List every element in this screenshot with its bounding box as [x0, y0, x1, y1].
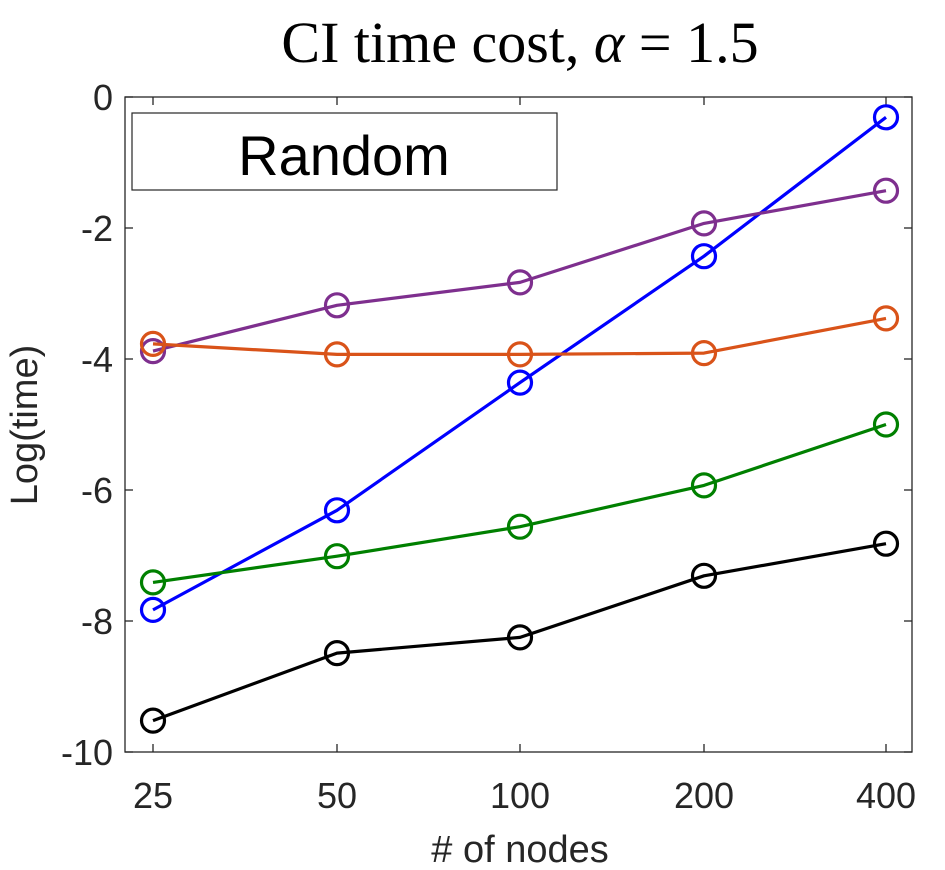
data-point-blue [323, 497, 351, 524]
chart-title-text: CI time cost, [281, 10, 594, 75]
data-point-orange [323, 341, 351, 368]
x-tick-label: 50 [317, 775, 357, 816]
x-axis-label: # of nodes [431, 829, 608, 870]
x-tick-label: 200 [674, 775, 734, 816]
data-point-black [506, 624, 534, 651]
data-point-orange [872, 305, 900, 332]
x-tick-label: 400 [856, 775, 916, 816]
data-point-black [323, 639, 351, 667]
data-point-green [690, 472, 718, 499]
data-point-purple [323, 292, 351, 319]
chart-title-symbol: α [594, 10, 626, 75]
data-point-green [323, 543, 351, 570]
series-line-green [152, 422, 887, 584]
x-tick-label: 100 [490, 775, 550, 816]
x-tick-label: 25 [133, 775, 173, 816]
chart-title-suffix: = 1.5 [624, 10, 758, 75]
legend: Random [131, 112, 558, 191]
y-tick-label: 0 [93, 77, 113, 118]
data-point-purple [139, 338, 167, 365]
data-point-purple [872, 177, 900, 204]
data-point-black [139, 707, 167, 734]
data-point-black [872, 530, 900, 557]
data-point-orange [139, 330, 167, 357]
data-point-purple [690, 210, 718, 237]
y-tick-label: -2 [81, 208, 113, 249]
data-point-blue [139, 596, 167, 624]
data-point-blue [872, 104, 900, 131]
data-point-blue [506, 369, 534, 396]
axes-box [124, 96, 913, 753]
series-line-purple [152, 189, 887, 353]
legend-label: Random [238, 124, 450, 187]
data-point-orange [506, 341, 534, 368]
data-point-blue [690, 243, 718, 270]
data-point-green [506, 513, 534, 540]
data-point-purple [506, 269, 534, 296]
y-axis-label: Log(time) [4, 345, 46, 506]
data-point-green [872, 411, 900, 438]
chart-title: CI time cost, α = 1.5 [281, 10, 758, 75]
legend-box [131, 112, 558, 191]
data-point-green [139, 569, 167, 596]
series-line-blue [152, 116, 887, 612]
y-tick-label: -6 [81, 470, 113, 511]
plot-area: 0 -2 -4 -6 -8 -10 25 50 100 200 400 [61, 77, 916, 816]
y-tick-label: -8 [81, 601, 113, 642]
series-line-orange [152, 316, 887, 356]
y-tick-label: -10 [61, 732, 113, 773]
y-tick-label: -4 [81, 339, 113, 380]
series-line-black [152, 542, 887, 723]
data-point-black [690, 562, 718, 589]
data-point-orange [690, 340, 718, 367]
